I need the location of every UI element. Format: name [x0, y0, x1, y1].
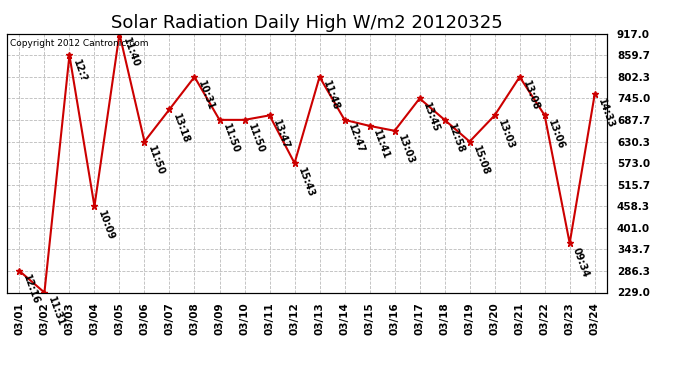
Text: Copyright 2012 Cantronic.com: Copyright 2012 Cantronic.com [10, 39, 148, 48]
Title: Solar Radiation Daily High W/m2 20120325: Solar Radiation Daily High W/m2 20120325 [111, 14, 503, 32]
Text: 12:47: 12:47 [346, 123, 366, 155]
Text: 11:50: 11:50 [221, 123, 241, 155]
Text: 12:58: 12:58 [446, 123, 466, 155]
Text: 13:47: 13:47 [271, 118, 291, 151]
Text: 12:?: 12:? [71, 58, 88, 83]
Text: 13:06: 13:06 [546, 118, 566, 151]
Text: 11:50: 11:50 [146, 144, 166, 177]
Text: 13:03: 13:03 [396, 134, 416, 166]
Text: 10:31: 10:31 [196, 80, 216, 112]
Text: 15:08: 15:08 [471, 144, 491, 177]
Text: 15:43: 15:43 [296, 166, 316, 198]
Text: 10:09: 10:09 [96, 209, 116, 242]
Text: 13:45: 13:45 [421, 101, 441, 134]
Text: 11:31: 11:31 [46, 295, 66, 328]
Text: 11:40: 11:40 [121, 36, 141, 69]
Text: 13:08: 13:08 [521, 80, 541, 112]
Text: 13:03: 13:03 [496, 118, 516, 151]
Text: 09:34: 09:34 [571, 246, 591, 279]
Text: 13:18: 13:18 [171, 112, 191, 145]
Text: 12:16: 12:16 [21, 274, 41, 306]
Text: 11:50: 11:50 [246, 123, 266, 155]
Text: 11:41: 11:41 [371, 129, 391, 161]
Text: 11:48: 11:48 [321, 80, 341, 112]
Text: 14:33: 14:33 [596, 97, 616, 130]
